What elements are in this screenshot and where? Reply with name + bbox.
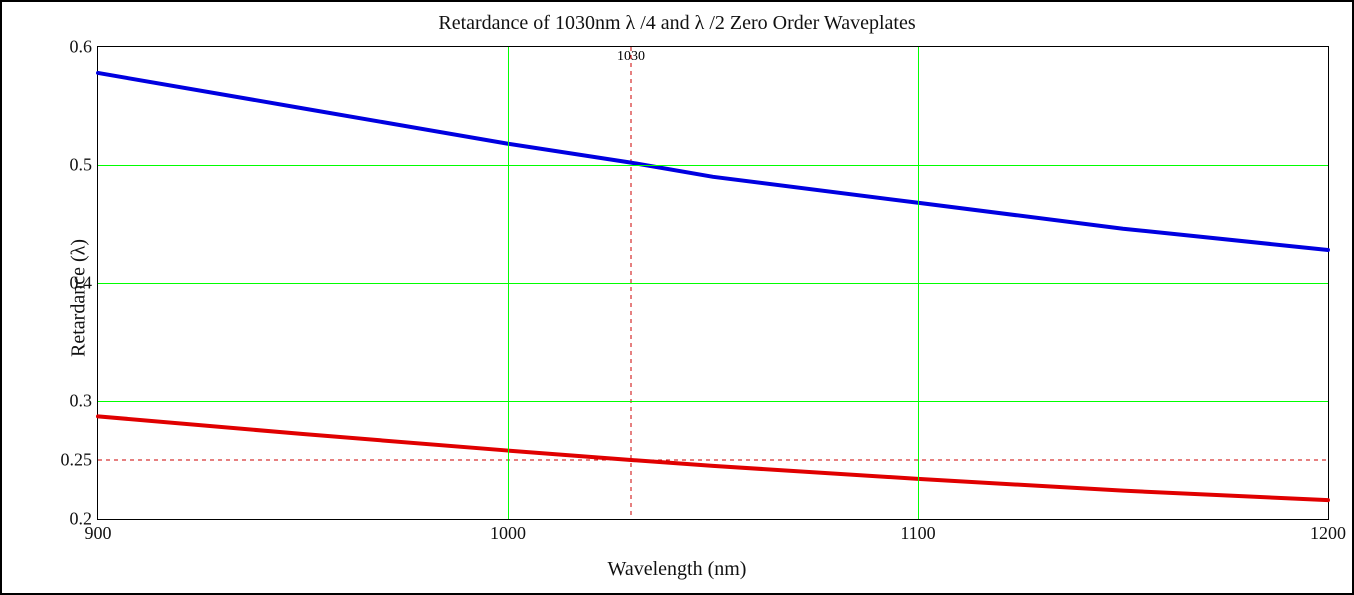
x-tick-label: 1200 (1310, 523, 1346, 544)
grid-horizontal (98, 165, 1328, 166)
series-lambda_over_2 (98, 73, 1328, 250)
y-tick-label: 0.2 (70, 509, 93, 530)
grid-horizontal (98, 283, 1328, 284)
series-lambda_over_4 (98, 416, 1328, 500)
y-tick-label: 0.6 (70, 37, 93, 58)
x-tick-label: 1000 (490, 523, 526, 544)
y-tick-label: 0.5 (70, 155, 93, 176)
x-tick-label: 1100 (900, 523, 935, 544)
chart-outer-frame: Retardance of 1030nm λ /4 and λ /2 Zero … (0, 0, 1354, 595)
y-axis-label: Retardance (λ) (67, 239, 90, 357)
chart-title: Retardance of 1030nm λ /4 and λ /2 Zero … (2, 12, 1352, 35)
y-tick-label: 0.3 (70, 391, 93, 412)
y-tick-label: 0.25 (61, 450, 93, 471)
x-axis-label: Wavelength (nm) (2, 558, 1352, 581)
grid-horizontal (98, 401, 1328, 402)
y-tick-label: 0.4 (70, 273, 93, 294)
marker-label: 1030 (617, 49, 645, 65)
plot-area: 9001000110012000.20.250.30.40.50.61030 (97, 46, 1329, 520)
